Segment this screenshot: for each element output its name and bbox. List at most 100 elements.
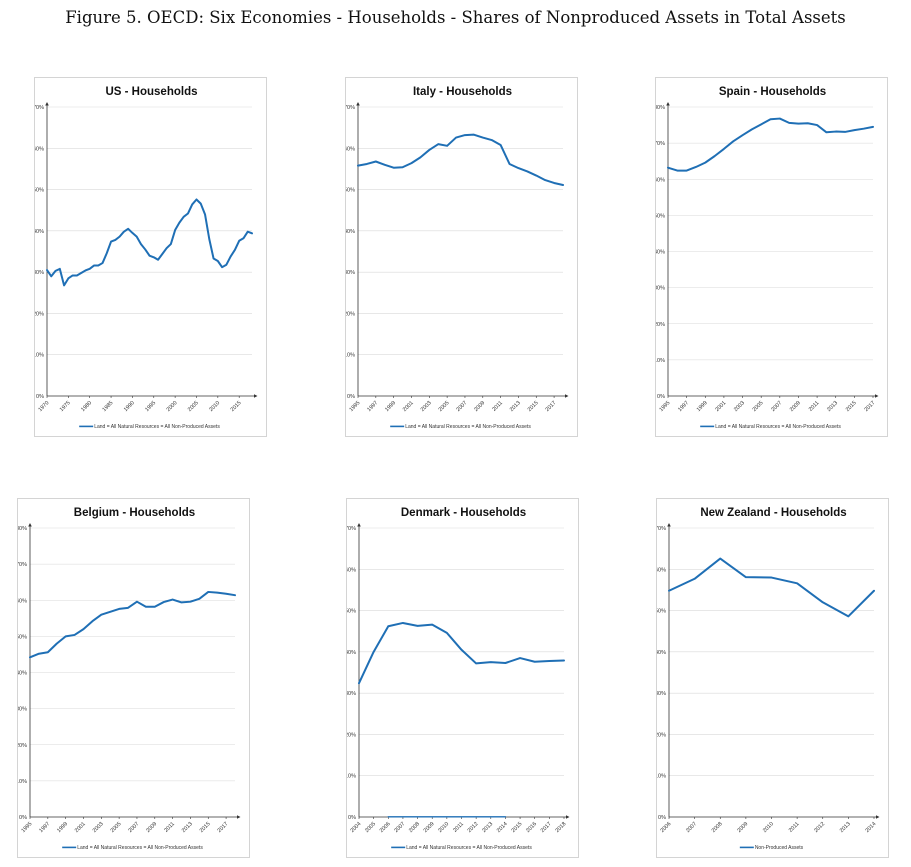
x-tick-label: 2004	[350, 821, 363, 834]
y-tick-label: 0%	[348, 815, 356, 821]
y-tick-label: 40%	[657, 650, 666, 656]
x-tick-label: 1997	[38, 821, 51, 834]
y-tick-label: 20%	[657, 732, 666, 738]
y-tick-label: 0%	[347, 394, 355, 400]
x-tick-label: 2017	[545, 400, 558, 413]
y-tick-label: 50%	[657, 609, 666, 615]
chart-denmark-households: Denmark - Households 0% 10% 20% 30% 40% 50% 60%…	[346, 498, 579, 858]
x-tick-label: 2009	[423, 821, 436, 834]
x-tick-label: 2005	[110, 821, 123, 834]
y-tick-label: 10%	[18, 779, 27, 785]
chart-title: Spain - Households	[719, 86, 826, 98]
y-tick-label: 70%	[346, 105, 355, 111]
y-axis-arrow	[667, 523, 671, 527]
y-tick-label: 0%	[658, 815, 666, 821]
x-tick-label: 2005	[752, 400, 765, 413]
legend: Land = All Natural Resources = All Non-P…	[390, 424, 531, 430]
legend-label: Land = All Natural Resources = All Non-P…	[405, 424, 531, 430]
x-axis-arrow	[254, 394, 258, 398]
x-tick-label: 1980	[80, 400, 93, 413]
x-tick-label: 1995	[144, 400, 157, 413]
y-tick-label: 70%	[657, 526, 666, 532]
legend: Non-Produced Assets	[739, 845, 804, 851]
y-tick-label: 20%	[656, 322, 665, 328]
y-tick-label: 70%	[35, 105, 44, 111]
x-tick-label: 2013	[181, 821, 194, 834]
y-tick-label: 60%	[656, 177, 665, 183]
x-tick-label: 2010	[208, 400, 221, 413]
x-tick-label: 2006	[660, 821, 673, 834]
y-tick-label: 60%	[346, 146, 355, 152]
chart-new-zealand-households: New Zealand - Households 0% 10% 20% 30% 40% 50…	[656, 498, 889, 858]
chart-italy-households: Italy - Households 0% 10% 20% 30% 40% 50% 60% 70…	[345, 77, 578, 437]
chart-title: New Zealand - Households	[700, 507, 846, 519]
x-tick-label: 2015	[845, 400, 858, 413]
x-tick-label: 2003	[92, 821, 105, 834]
x-tick-label: 2009	[145, 821, 158, 834]
y-axis-arrow	[666, 102, 670, 106]
y-tick-label: 20%	[35, 311, 44, 317]
x-tick-label: 2007	[685, 821, 698, 834]
y-tick-label: 50%	[347, 609, 356, 615]
x-axis-arrow	[876, 815, 880, 819]
y-tick-label: 40%	[35, 229, 44, 235]
x-tick-label: 1997	[677, 400, 690, 413]
y-tick-label: 60%	[347, 567, 356, 573]
x-tick-label: 1995	[659, 400, 672, 413]
x-tick-label: 2011	[808, 400, 821, 413]
x-tick-label: 2013	[481, 821, 494, 834]
x-axis-arrow	[875, 394, 879, 398]
legend-label: Non-Produced Assets	[755, 845, 804, 851]
legend-label: Land = All Natural Resources = All Non-P…	[94, 424, 220, 430]
y-tick-label: 60%	[657, 567, 666, 573]
x-tick-label: 2017	[864, 400, 877, 413]
x-tick-label: 1999	[696, 400, 709, 413]
x-tick-label: 2007	[393, 821, 406, 834]
x-tick-label: 2013	[509, 400, 522, 413]
x-tick-label: 2000	[166, 400, 179, 413]
y-tick-label: 20%	[347, 732, 356, 738]
x-tick-label: 2011	[163, 821, 176, 834]
chart-svg: New Zealand - Households 0% 10% 20% 30% 40% 50…	[657, 507, 880, 851]
y-tick-label: 10%	[657, 774, 666, 780]
x-tick-label: 1997	[366, 400, 379, 413]
x-tick-label: 1990	[123, 400, 136, 413]
x-axis-arrow	[566, 815, 570, 819]
chart-belgium-households: Belgium - Households 0% 10% 20% 30% 40% 50% 60%…	[17, 498, 250, 858]
chart-svg: US - Households 0% 10% 20% 30% 40% 50% 60% 70% 19…	[35, 86, 258, 430]
x-tick-label: 2013	[839, 821, 852, 834]
x-tick-label: 2009	[789, 400, 802, 413]
y-tick-label: 0%	[36, 394, 44, 400]
chart-svg: Italy - Households 0% 10% 20% 30% 40% 50% 60% 70…	[346, 86, 569, 430]
y-tick-label: 70%	[347, 526, 356, 532]
x-tick-label: 2007	[127, 821, 140, 834]
x-tick-label: 2014	[496, 821, 509, 834]
series-line	[358, 621, 565, 685]
series-line	[357, 133, 564, 187]
x-tick-label: 2001	[714, 400, 727, 413]
y-tick-label: 0%	[19, 815, 27, 821]
y-tick-label: 10%	[346, 353, 355, 359]
x-tick-label: 2011	[788, 821, 801, 834]
x-tick-label: 2001	[402, 400, 415, 413]
legend: Land = All Natural Resources = All Non-P…	[79, 424, 220, 430]
x-tick-label: 2015	[527, 400, 540, 413]
y-axis-arrow	[45, 102, 49, 106]
x-axis-arrow	[237, 815, 241, 819]
x-tick-label: 2003	[733, 400, 746, 413]
chart-title: Italy - Households	[413, 86, 512, 98]
x-tick-label: 2015	[511, 821, 524, 834]
x-tick-label: 1970	[38, 400, 51, 413]
x-tick-label: 2018	[555, 821, 568, 834]
chart-title: Belgium - Households	[74, 507, 195, 519]
legend-label: Land = All Natural Resources = All Non-P…	[715, 424, 841, 430]
y-tick-label: 20%	[18, 743, 27, 749]
y-tick-label: 50%	[35, 188, 44, 194]
chart-svg: Belgium - Households 0% 10% 20% 30% 40% 50% 60%…	[18, 507, 241, 851]
x-tick-label: 1999	[384, 400, 397, 413]
x-tick-label: 2007	[770, 400, 783, 413]
y-tick-label: 80%	[656, 105, 665, 111]
x-tick-label: 2017	[217, 821, 230, 834]
x-tick-label: 2011	[452, 821, 465, 834]
x-tick-label: 2010	[437, 821, 450, 834]
